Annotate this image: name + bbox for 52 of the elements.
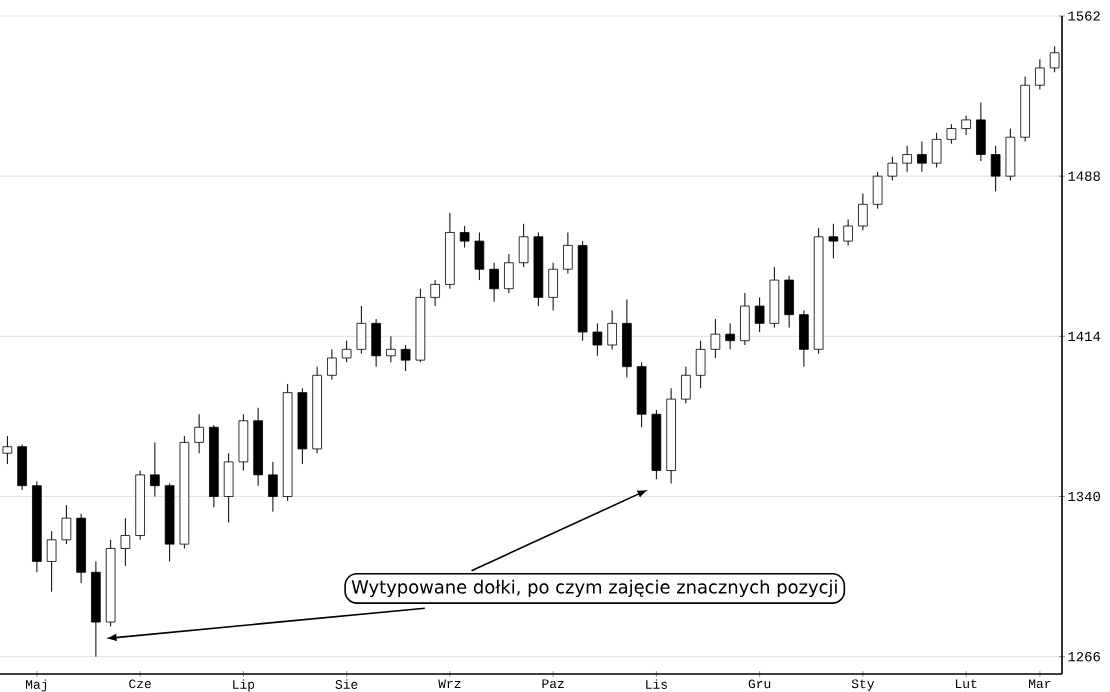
candlestick xyxy=(946,123,957,145)
candlestick xyxy=(784,275,794,329)
candlestick xyxy=(268,461,278,513)
candlestick xyxy=(459,225,470,249)
candlestick xyxy=(887,156,898,181)
candlestick xyxy=(976,102,986,162)
candlestick xyxy=(356,305,367,355)
candlestick xyxy=(769,266,780,329)
candlestick xyxy=(799,309,809,368)
candlestick xyxy=(341,340,352,363)
candlestick xyxy=(150,441,160,498)
candlestick xyxy=(17,444,27,491)
candlestick xyxy=(46,530,57,593)
candlestick xyxy=(725,322,735,350)
candlestick xyxy=(592,322,603,357)
candlestick xyxy=(386,335,396,363)
candlestick xyxy=(622,299,632,378)
candlestick xyxy=(872,171,883,210)
candlestick xyxy=(474,231,485,281)
candlestick xyxy=(843,218,853,246)
candlestick xyxy=(1035,58,1045,91)
candlestick xyxy=(61,504,72,545)
candlestick xyxy=(548,262,558,311)
candlestick xyxy=(961,115,971,136)
candlestick xyxy=(327,348,337,381)
candlestick xyxy=(931,132,942,169)
candlestick xyxy=(858,192,868,231)
candlestick xyxy=(238,413,249,472)
candlestick xyxy=(1005,128,1016,181)
candlestick xyxy=(400,344,411,372)
candlestick xyxy=(754,296,765,333)
candlestick xyxy=(740,292,750,346)
candlestick xyxy=(194,413,204,454)
candlestick xyxy=(917,141,927,173)
candlestick xyxy=(902,145,912,173)
candlestick xyxy=(518,223,529,268)
candlestick xyxy=(681,366,691,404)
candlestick xyxy=(607,309,617,350)
candlestick xyxy=(828,223,839,259)
candlestick xyxy=(430,279,440,307)
annotation: Wytypowane dołki, po czym zajęcie znacznych pozycji xyxy=(351,579,837,598)
candlestick xyxy=(504,253,514,294)
candlestick xyxy=(990,145,1001,192)
candlestick xyxy=(223,452,234,523)
candlestick xyxy=(2,435,13,465)
candlestick xyxy=(489,262,499,303)
candlestick xyxy=(120,517,131,567)
candlestick xyxy=(710,318,721,359)
candlestick xyxy=(695,340,706,389)
candlestick xyxy=(636,361,647,428)
candlestick xyxy=(563,231,573,275)
candlestick xyxy=(371,318,381,368)
